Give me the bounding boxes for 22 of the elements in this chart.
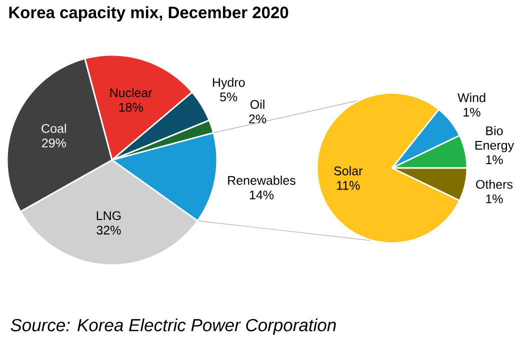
slice-label: Wind — [458, 92, 486, 102]
data-label: 1% — [486, 194, 503, 204]
slice-label: Nuclear — [110, 88, 152, 98]
slice-label: Oil — [250, 100, 264, 109]
slice-label: Others — [476, 180, 513, 189]
data-label: 1% — [464, 108, 480, 117]
data-label: 18% — [119, 102, 143, 112]
slice-label: Renewables — [228, 176, 296, 185]
data-label: 29% — [42, 138, 66, 148]
data-label: 2% — [249, 114, 266, 124]
data-label: 14% — [250, 190, 274, 200]
data-label: 1% — [486, 155, 503, 164]
chart-title: Korea capacity mix, December 2020 — [9, 6, 288, 22]
slice-label: Coal — [42, 124, 66, 133]
slice-label: LNG — [96, 211, 121, 220]
slice-label: Solar — [334, 166, 362, 176]
data-label: 32% — [96, 226, 121, 235]
data-label: 5% — [220, 92, 238, 102]
slice-label: Bio Energy — [475, 126, 514, 152]
data-label: 11% — [337, 181, 360, 190]
source-note: Source: Korea Electric Power Corporation — [10, 318, 336, 335]
slice-label: Hydro — [212, 78, 245, 90]
